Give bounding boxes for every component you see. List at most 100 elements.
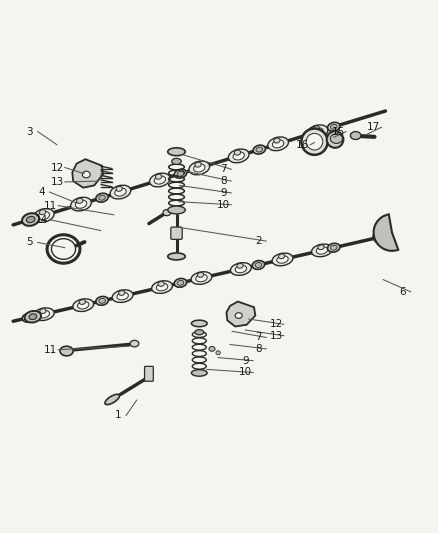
Ellipse shape — [277, 256, 288, 263]
Ellipse shape — [256, 147, 263, 152]
Ellipse shape — [40, 309, 46, 313]
Ellipse shape — [327, 131, 343, 148]
Text: 13: 13 — [269, 330, 283, 341]
Ellipse shape — [174, 278, 187, 287]
Ellipse shape — [328, 243, 340, 252]
Ellipse shape — [158, 281, 164, 286]
Ellipse shape — [29, 314, 37, 320]
Ellipse shape — [279, 254, 285, 259]
Ellipse shape — [228, 149, 249, 163]
Ellipse shape — [116, 186, 122, 191]
Ellipse shape — [195, 162, 201, 167]
Ellipse shape — [78, 301, 89, 309]
Ellipse shape — [330, 245, 337, 250]
Ellipse shape — [252, 261, 265, 269]
Text: 7: 7 — [255, 333, 262, 343]
Text: 9: 9 — [242, 356, 249, 366]
Ellipse shape — [33, 308, 54, 320]
Ellipse shape — [311, 244, 332, 257]
Ellipse shape — [198, 272, 204, 277]
Ellipse shape — [274, 138, 280, 143]
Ellipse shape — [156, 284, 168, 291]
Ellipse shape — [209, 346, 215, 351]
Ellipse shape — [60, 346, 73, 356]
Ellipse shape — [191, 370, 207, 376]
Ellipse shape — [216, 351, 220, 355]
Text: 12: 12 — [50, 163, 64, 173]
Ellipse shape — [172, 158, 181, 165]
Text: 13: 13 — [50, 177, 64, 187]
Ellipse shape — [26, 216, 35, 223]
Ellipse shape — [152, 281, 173, 294]
Ellipse shape — [73, 299, 94, 311]
Text: 1: 1 — [115, 410, 122, 421]
Ellipse shape — [75, 200, 87, 208]
Ellipse shape — [71, 197, 92, 211]
Ellipse shape — [177, 171, 184, 176]
Ellipse shape — [38, 310, 49, 318]
Ellipse shape — [330, 134, 343, 143]
Ellipse shape — [110, 185, 131, 199]
Ellipse shape — [168, 148, 185, 156]
Text: 9: 9 — [220, 188, 227, 198]
Ellipse shape — [99, 195, 106, 200]
Wedge shape — [374, 214, 398, 251]
Ellipse shape — [191, 320, 207, 327]
Ellipse shape — [105, 394, 120, 405]
Ellipse shape — [22, 213, 39, 226]
Ellipse shape — [272, 253, 293, 266]
Ellipse shape — [237, 263, 243, 268]
Ellipse shape — [312, 128, 323, 136]
Ellipse shape — [313, 126, 319, 131]
Text: 4: 4 — [38, 187, 45, 197]
Ellipse shape — [189, 161, 210, 175]
Ellipse shape — [149, 173, 170, 187]
Ellipse shape — [191, 272, 212, 285]
Text: 16: 16 — [296, 140, 309, 150]
Text: 14: 14 — [35, 215, 48, 224]
Ellipse shape — [38, 212, 49, 220]
Ellipse shape — [174, 169, 187, 178]
Ellipse shape — [328, 123, 340, 131]
Text: 11: 11 — [44, 200, 57, 211]
Ellipse shape — [230, 263, 251, 276]
Ellipse shape — [330, 124, 337, 130]
Text: 10: 10 — [217, 200, 230, 210]
Ellipse shape — [39, 209, 46, 215]
Polygon shape — [226, 302, 255, 327]
Ellipse shape — [307, 125, 328, 139]
Text: 7: 7 — [220, 164, 227, 174]
Ellipse shape — [350, 132, 361, 140]
Text: 6: 6 — [399, 287, 406, 297]
Ellipse shape — [168, 253, 185, 260]
Ellipse shape — [268, 137, 289, 151]
Ellipse shape — [373, 228, 392, 244]
Ellipse shape — [79, 300, 85, 304]
FancyBboxPatch shape — [145, 366, 153, 381]
Ellipse shape — [154, 176, 166, 184]
Ellipse shape — [33, 208, 54, 222]
Ellipse shape — [22, 216, 35, 225]
Text: 12: 12 — [269, 319, 283, 329]
Ellipse shape — [115, 188, 126, 196]
Ellipse shape — [96, 193, 108, 202]
Ellipse shape — [77, 198, 83, 204]
Ellipse shape — [233, 152, 244, 160]
Ellipse shape — [155, 174, 162, 179]
Ellipse shape — [235, 265, 247, 273]
Ellipse shape — [234, 150, 240, 155]
Ellipse shape — [255, 263, 262, 268]
Ellipse shape — [316, 247, 328, 254]
Ellipse shape — [22, 313, 35, 322]
Polygon shape — [72, 159, 103, 188]
Text: 8: 8 — [255, 344, 262, 354]
Ellipse shape — [130, 340, 139, 347]
Ellipse shape — [168, 206, 185, 214]
Ellipse shape — [25, 316, 32, 320]
Ellipse shape — [253, 145, 265, 154]
Ellipse shape — [196, 274, 207, 282]
Ellipse shape — [119, 290, 125, 295]
Text: 5: 5 — [26, 237, 33, 247]
Ellipse shape — [163, 209, 171, 216]
Text: 2: 2 — [255, 236, 262, 246]
